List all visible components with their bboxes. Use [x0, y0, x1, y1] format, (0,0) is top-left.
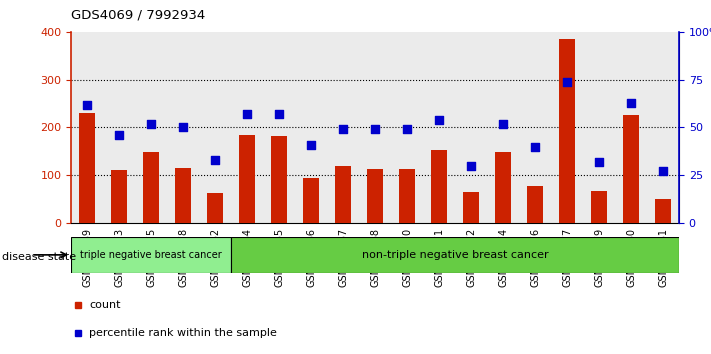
Point — [82, 102, 92, 107]
Bar — [71, 32, 103, 223]
Bar — [519, 32, 551, 223]
Bar — [655, 199, 671, 223]
Bar — [399, 169, 415, 223]
Bar — [583, 32, 615, 223]
Bar — [175, 168, 191, 223]
Bar — [295, 32, 327, 223]
Text: disease state: disease state — [2, 252, 76, 262]
Point — [561, 79, 572, 84]
Bar — [391, 32, 423, 223]
Bar — [303, 178, 319, 223]
Bar — [551, 32, 583, 223]
Bar — [199, 32, 231, 223]
Bar — [455, 32, 487, 223]
Bar — [367, 169, 383, 223]
Bar — [79, 113, 95, 223]
Point — [306, 142, 317, 148]
Bar — [231, 237, 679, 273]
Bar — [615, 32, 647, 223]
Bar — [527, 186, 543, 223]
Point — [146, 121, 157, 126]
Point — [178, 125, 189, 130]
Bar — [623, 115, 639, 223]
Point — [273, 111, 284, 117]
Point — [209, 157, 220, 163]
Bar — [271, 136, 287, 223]
Point — [401, 126, 412, 132]
Bar — [207, 193, 223, 223]
Bar — [167, 32, 199, 223]
Text: GDS4069 / 7992934: GDS4069 / 7992934 — [71, 9, 205, 22]
Bar — [559, 39, 575, 223]
Point — [114, 132, 125, 138]
Bar — [143, 152, 159, 223]
Bar — [487, 32, 519, 223]
Bar — [263, 32, 295, 223]
Point — [593, 159, 604, 165]
Bar — [71, 237, 231, 273]
Bar — [111, 171, 127, 223]
Text: percentile rank within the sample: percentile rank within the sample — [90, 327, 277, 338]
Text: triple negative breast cancer: triple negative breast cancer — [80, 250, 222, 260]
Bar — [231, 32, 263, 223]
Bar — [647, 32, 679, 223]
Bar — [591, 191, 607, 223]
Point — [241, 111, 253, 117]
Point — [657, 169, 668, 174]
Point — [434, 117, 445, 122]
Point — [529, 144, 540, 149]
Point — [465, 163, 476, 169]
Bar — [327, 32, 359, 223]
Text: non-triple negative breast cancer: non-triple negative breast cancer — [362, 250, 548, 260]
Bar — [335, 166, 351, 223]
Bar — [135, 32, 167, 223]
Bar — [463, 192, 479, 223]
Bar — [239, 135, 255, 223]
Bar — [359, 32, 391, 223]
Bar — [103, 32, 135, 223]
Point — [498, 121, 509, 126]
Point — [338, 126, 349, 132]
Bar — [431, 150, 447, 223]
Point — [370, 126, 381, 132]
Bar — [495, 152, 511, 223]
Point — [626, 100, 637, 105]
Text: count: count — [90, 299, 121, 310]
Bar — [423, 32, 455, 223]
